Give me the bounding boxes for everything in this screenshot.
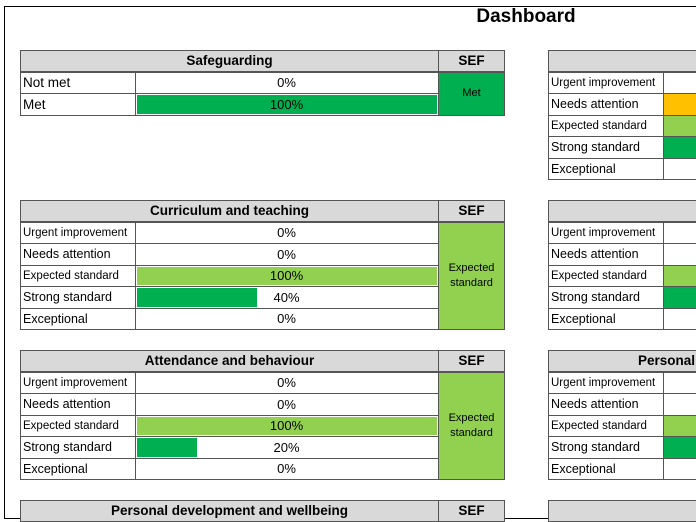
row-label: Urgent improvement: [548, 71, 664, 94]
data-bar: [137, 288, 257, 307]
row-label: Exceptional: [548, 457, 664, 480]
value-label: 0%: [277, 396, 296, 412]
row-label: Exceptional: [20, 457, 136, 480]
panel-header: Attendance and behaviour: [20, 350, 439, 372]
row-label: Urgent improvement: [20, 371, 136, 394]
value-label: 100%: [269, 268, 304, 284]
row-label: Strong standard: [548, 436, 664, 459]
row-label: Strong standard: [20, 436, 136, 459]
value-label: 0%: [277, 311, 296, 327]
panel-header: Personal: [548, 350, 696, 372]
row-label: Expected standard: [548, 114, 664, 137]
row-label: Needs attention: [548, 393, 664, 416]
row-label: Exceptional: [548, 157, 664, 180]
bar-cell: [663, 307, 696, 330]
row-label: Expected standard: [20, 414, 136, 437]
value-label: 0%: [277, 75, 296, 91]
value-label: 100%: [269, 96, 304, 112]
bar-cell: [663, 243, 696, 266]
bar-cell: [663, 71, 696, 94]
row-label: Exceptional: [20, 307, 136, 330]
sef-rating: Met: [438, 71, 505, 116]
panel-header: Safeguarding: [20, 50, 439, 72]
row-label: Needs attention: [20, 393, 136, 416]
sef-rating: Expected standard: [438, 371, 505, 480]
sef-header: SEF: [438, 50, 505, 72]
row-label: Needs attention: [548, 243, 664, 266]
panel-header: [548, 50, 696, 72]
data-bar: [137, 438, 197, 457]
bar-cell: [663, 286, 696, 309]
dashboard-title: Dashboard: [476, 6, 576, 27]
bar-cell: [663, 114, 696, 137]
bar-cell: [663, 221, 696, 244]
bar-cell: [663, 436, 696, 459]
value-label: 0%: [277, 375, 296, 391]
bar-cell: [663, 457, 696, 480]
row-label: Met: [20, 93, 136, 116]
sef-header: SEF: [438, 200, 505, 222]
row-label: Strong standard: [548, 286, 664, 309]
data-bar: [137, 266, 437, 285]
row-label: Urgent improvement: [548, 371, 664, 394]
row-label: Strong standard: [548, 136, 664, 159]
bar-cell: [663, 393, 696, 416]
row-label: Expected standard: [548, 264, 664, 287]
bar-cell: [663, 93, 696, 116]
row-label: Needs attention: [548, 93, 664, 116]
value-label: 40%: [273, 289, 300, 305]
value-label: 0%: [277, 461, 296, 477]
row-label: Needs attention: [20, 243, 136, 266]
row-label: Expected standard: [20, 264, 136, 287]
data-bar: [137, 416, 437, 435]
value-label: 0%: [277, 246, 296, 262]
bar-cell: [663, 371, 696, 394]
sef-rating: Expected standard: [438, 221, 505, 330]
bar-cell: [663, 157, 696, 180]
row-label: Urgent improvement: [548, 221, 664, 244]
panel-header: Personal development and wellbeing: [20, 500, 439, 522]
value-label: 100%: [269, 418, 304, 434]
bar-cell: [663, 264, 696, 287]
row-label: Strong standard: [20, 286, 136, 309]
row-label: Exceptional: [548, 307, 664, 330]
row-label: Urgent improvement: [20, 221, 136, 244]
panel-header: [548, 500, 696, 522]
value-label: 20%: [273, 439, 300, 455]
sef-header: SEF: [438, 500, 505, 522]
panel-header: [548, 200, 696, 222]
bar-cell: [663, 414, 696, 437]
value-label: 0%: [277, 225, 296, 241]
bar-cell: [663, 136, 696, 159]
panel-header: Curriculum and teaching: [20, 200, 439, 222]
row-label: Not met: [20, 71, 136, 94]
row-label: Expected standard: [548, 414, 664, 437]
sef-header: SEF: [438, 350, 505, 372]
data-bar: [137, 95, 437, 114]
